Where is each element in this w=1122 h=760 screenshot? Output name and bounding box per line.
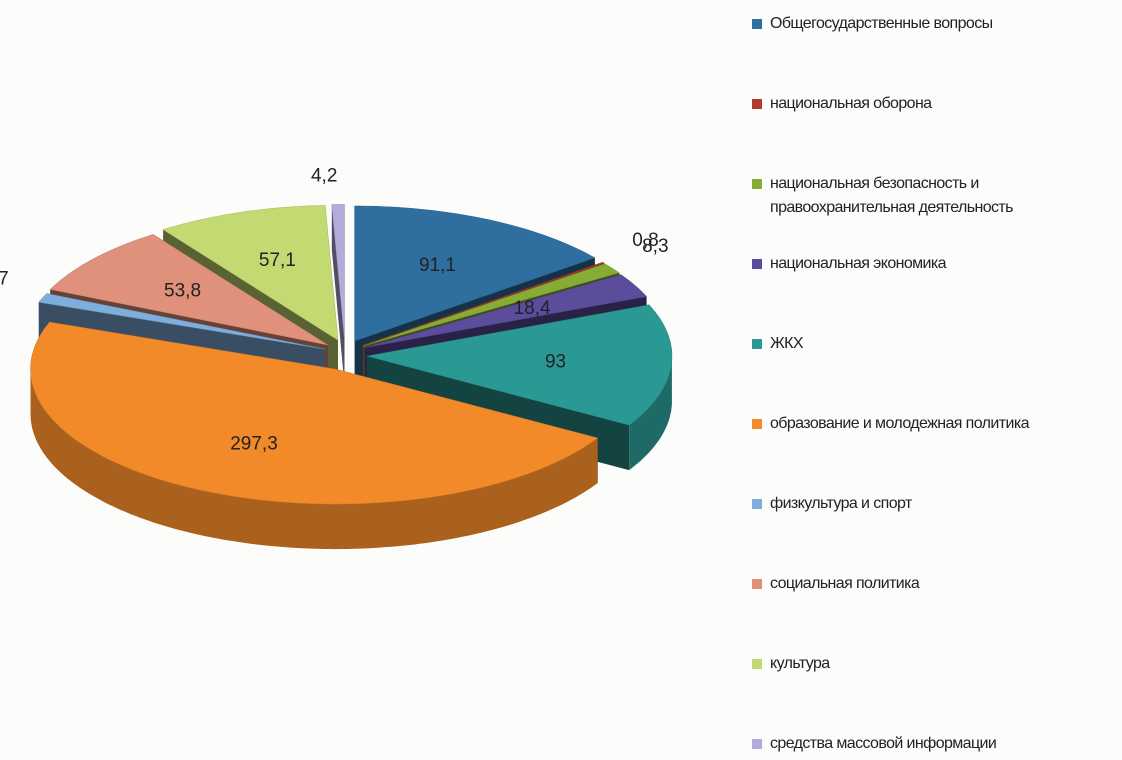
legend-item: образование и молодежная политика: [752, 412, 1082, 436]
slice-top: [162, 205, 339, 341]
legend-item: средства массовой информации: [752, 732, 1082, 756]
legend-item: социальная политика: [752, 572, 1082, 596]
slice-top: [362, 262, 605, 346]
data-label: 0,8: [632, 230, 658, 251]
legend-label: культура: [770, 655, 830, 672]
legend-swatch: [752, 259, 762, 269]
data-label: 7: [0, 269, 9, 290]
data-label: 4,2: [311, 165, 337, 186]
data-label: 91,1: [419, 255, 456, 276]
data-label: 8,3: [642, 236, 668, 257]
legend-swatch: [752, 339, 762, 349]
slice-top: [364, 274, 648, 349]
legend-label: Общегосударственные вопросы: [770, 15, 993, 32]
legend-swatch: [752, 179, 762, 189]
slice-top: [30, 321, 599, 505]
slice: [30, 321, 599, 550]
slice-wall: [629, 356, 672, 471]
legend-label: физкультура и спорт: [770, 495, 912, 512]
legend-item: национальная оборона: [752, 92, 1082, 116]
legend-item: национальная безопасность и правоохранит…: [752, 172, 1082, 220]
slice-top: [38, 293, 325, 350]
slice: [331, 204, 345, 385]
legend-label: ЖКХ: [770, 335, 804, 352]
slice-top: [49, 234, 329, 346]
legend-swatch: [752, 419, 762, 429]
legend-item: Общегосударственные вопросы: [752, 12, 1082, 36]
data-label: 57,1: [259, 250, 296, 271]
legend-label: средства массовой информации: [770, 735, 997, 752]
legend-label: национальная безопасность и правоохранит…: [770, 175, 1013, 216]
data-label: 297,3: [230, 434, 278, 455]
slice-top: [362, 263, 620, 347]
legend-label: национальная оборона: [770, 95, 932, 112]
legend-item: культура: [752, 652, 1082, 676]
legend-item: национальная экономика: [752, 252, 1082, 276]
legend-item: физкультура и спорт: [752, 492, 1082, 516]
legend-swatch: [752, 19, 762, 29]
legend-swatch: [752, 579, 762, 589]
data-label: 53,8: [164, 281, 201, 302]
legend-swatch: [752, 739, 762, 749]
legend-item: ЖКХ: [752, 332, 1082, 356]
legend-swatch: [752, 659, 762, 669]
data-label: 93: [545, 351, 566, 372]
slice-top: [354, 205, 596, 342]
legend-swatch: [752, 99, 762, 109]
legend-label: образование и молодежная политика: [770, 415, 1029, 432]
slice-side: [331, 204, 345, 385]
legend-label: социальная политика: [770, 575, 920, 592]
slice-top: [331, 204, 345, 340]
slice-wall: [30, 369, 598, 550]
data-label: 18,4: [514, 298, 551, 319]
slice-top: [366, 304, 673, 426]
legend-swatch: [752, 499, 762, 509]
legend-label: национальная экономика: [770, 255, 947, 272]
chart: 91,1 0,88,3 18,4 93 297,3 7 53,8 57,1 4,2: [0, 165, 673, 550]
